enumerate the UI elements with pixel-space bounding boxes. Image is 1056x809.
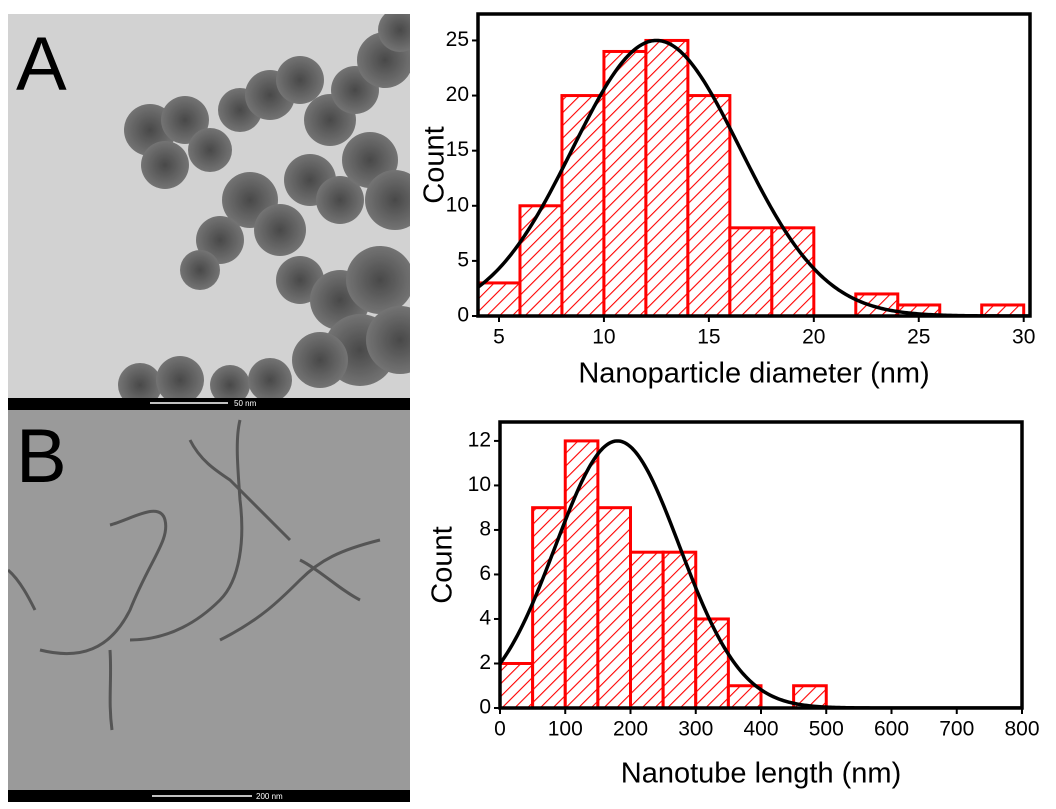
y-tick-label: 0 — [457, 304, 469, 327]
x-tick-label: 500 — [809, 718, 844, 741]
y-tick-label: 20 — [446, 83, 469, 106]
bar — [596, 506, 632, 708]
y-tick-label: 25 — [446, 28, 469, 51]
x-tick-label: 10 — [592, 326, 615, 349]
y-axis-title: Count — [419, 126, 451, 203]
bar — [531, 506, 567, 708]
tem-image-b — [8, 410, 410, 790]
bar — [728, 226, 774, 316]
x-tick-label: 30 — [1012, 326, 1035, 349]
bar — [644, 38, 690, 316]
y-tick-label: 5 — [457, 248, 469, 271]
tem-image-a — [8, 14, 410, 398]
scale-bar-strip — [8, 398, 410, 410]
x-tick-label: 100 — [548, 718, 583, 741]
fit-curve — [500, 439, 1022, 708]
x-tick-label: 400 — [743, 718, 778, 741]
x-tick-label: 0 — [494, 718, 506, 741]
x-tick-label: 25 — [907, 326, 930, 349]
plot-area — [478, 38, 1030, 316]
y-tick-label: 12 — [468, 428, 491, 451]
bar — [560, 94, 606, 316]
y-tick-label: 8 — [479, 517, 491, 540]
x-tick-label: 600 — [874, 718, 909, 741]
y-tick-label: 6 — [479, 562, 491, 585]
plot-area — [500, 439, 1022, 708]
panel-label: A — [16, 22, 67, 107]
axes-frame — [476, 12, 1032, 318]
x-tick-label: 700 — [939, 718, 974, 741]
y-tick-label: 0 — [479, 696, 491, 719]
bar — [478, 281, 522, 316]
x-tick-label: 300 — [678, 718, 713, 741]
x-axis-title: Nanotube length (nm) — [621, 758, 902, 790]
bar — [726, 684, 763, 708]
panel-label: B — [16, 414, 67, 499]
bar — [518, 204, 564, 316]
y-tick-label: 15 — [446, 138, 469, 161]
x-axis-title: Nanoparticle diameter (nm) — [578, 358, 929, 390]
bar — [602, 49, 648, 316]
x-tick-label: 20 — [802, 326, 825, 349]
bar — [694, 617, 730, 708]
x-tick-label: 5 — [493, 326, 505, 349]
bar — [854, 292, 900, 316]
y-axis-title: Count — [427, 526, 459, 603]
scale-bar-label: 50 nm — [234, 399, 257, 408]
y-tick-label: 2 — [479, 651, 491, 674]
y-tick-label: 4 — [479, 607, 491, 630]
y-tick-label: 10 — [446, 193, 469, 216]
scale-bar-label: 200 nm — [256, 792, 283, 801]
x-tick-label: 800 — [1004, 718, 1039, 741]
bar — [500, 661, 535, 708]
y-tick-label: 10 — [468, 473, 491, 496]
bar — [686, 94, 732, 316]
bar — [629, 550, 665, 708]
x-tick-label: 200 — [613, 718, 648, 741]
x-tick-label: 15 — [697, 326, 720, 349]
